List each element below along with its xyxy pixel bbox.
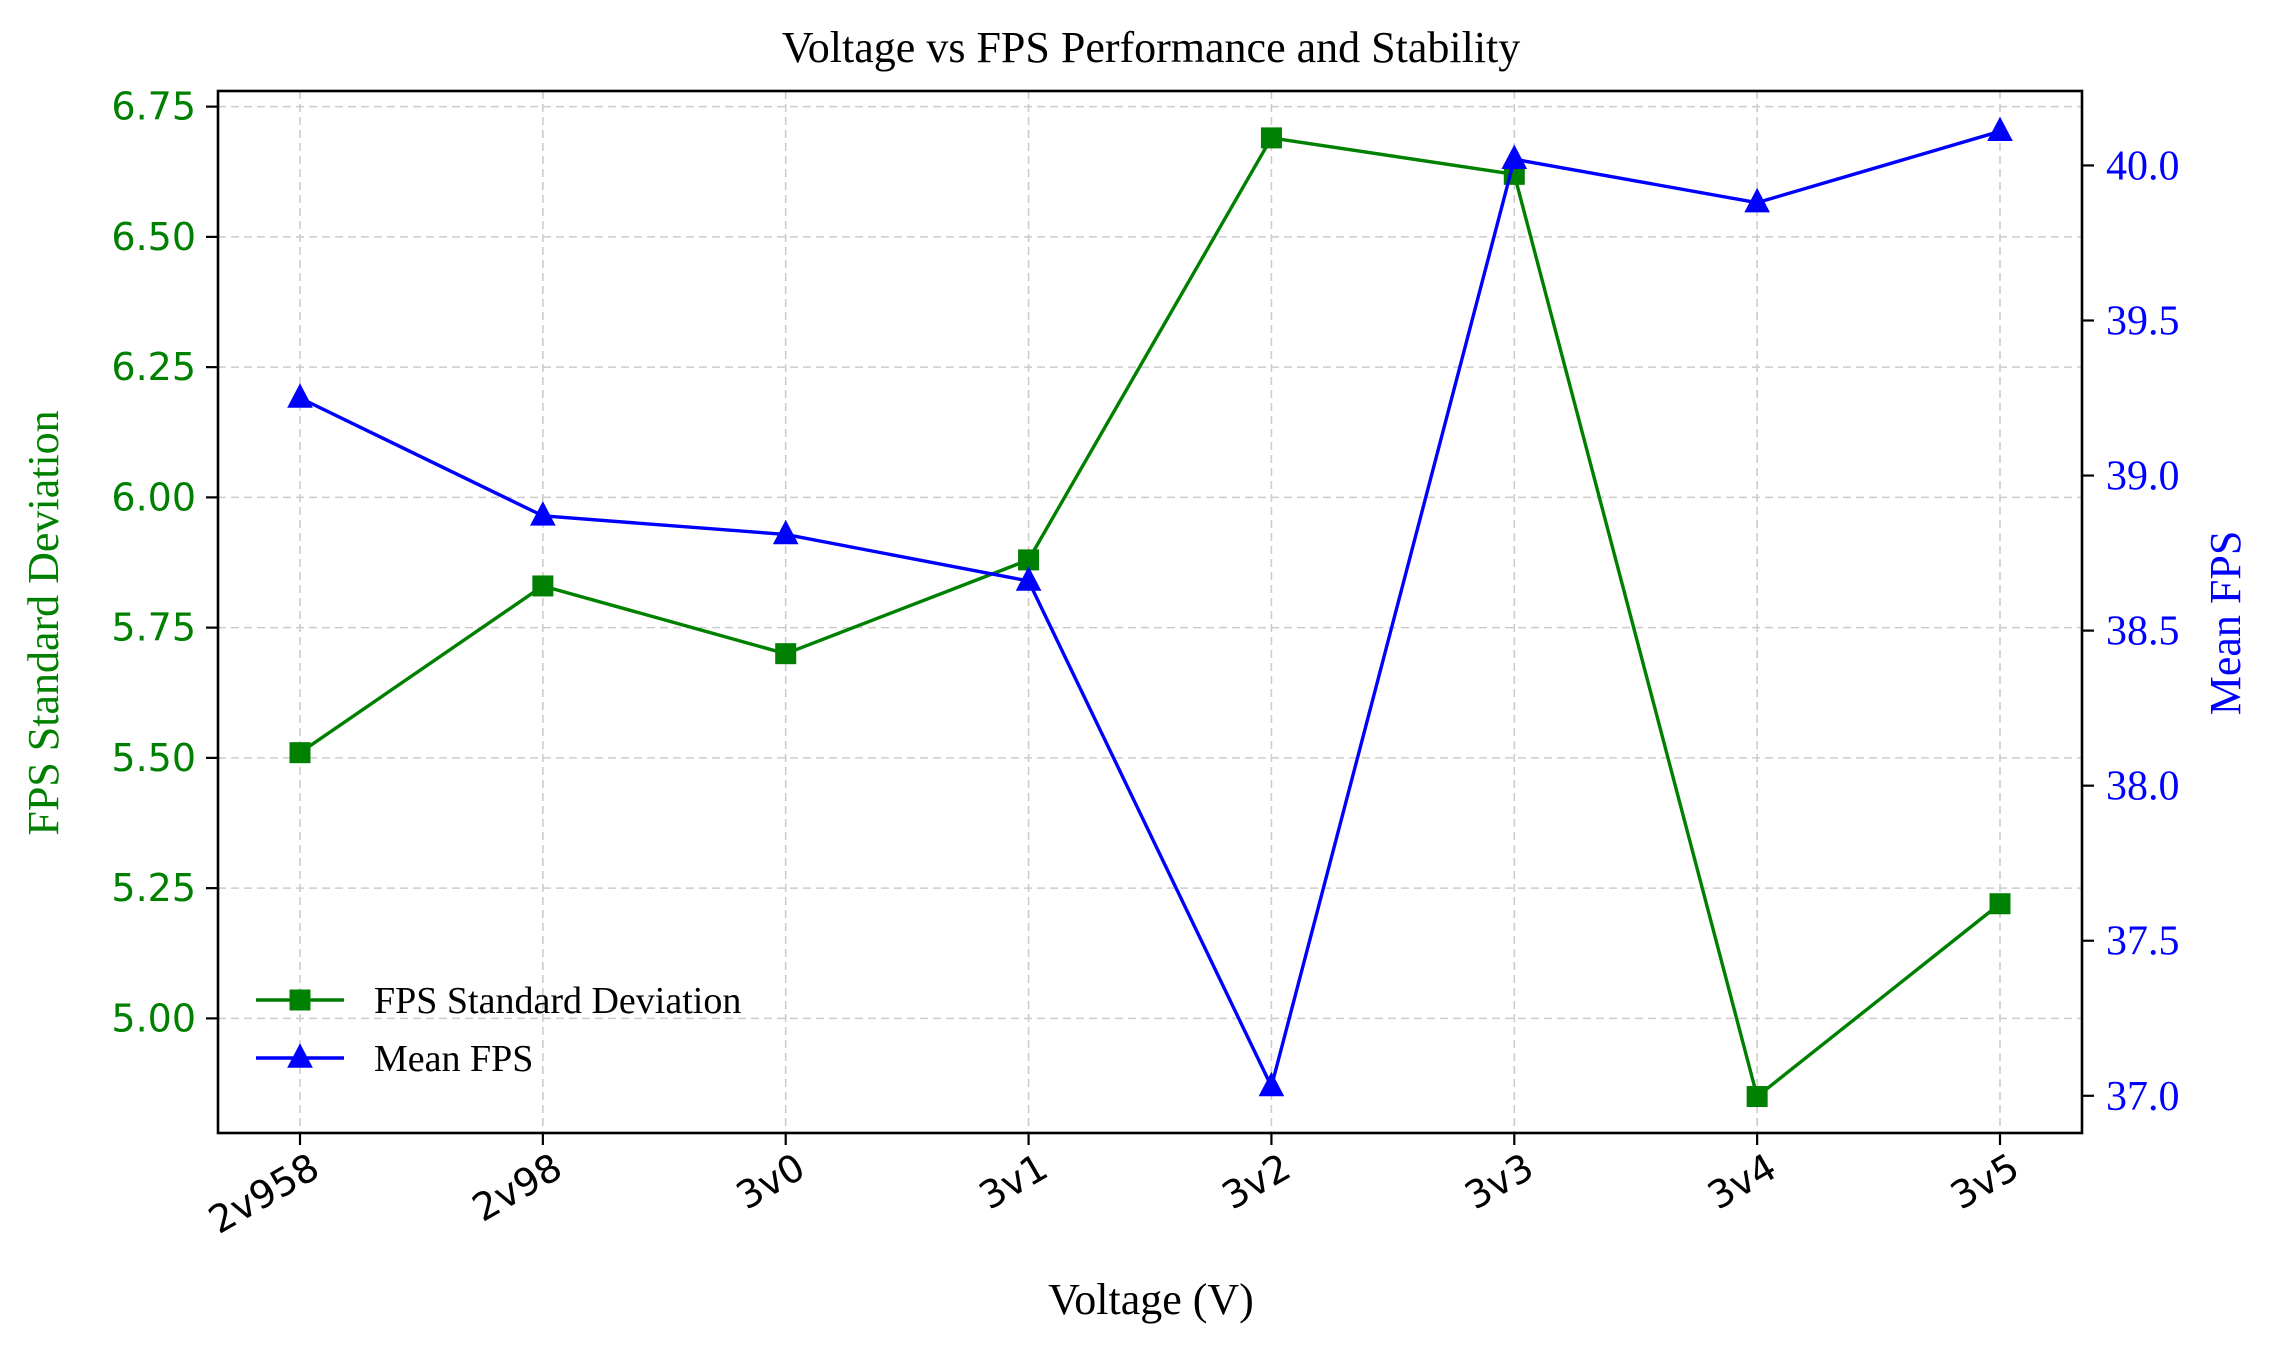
std-dev-line bbox=[299, 136, 2002, 1099]
x-tick-label: 3v4 bbox=[1700, 1145, 1783, 1219]
right-y-tick-label: 39.0 bbox=[2106, 454, 2180, 500]
std-dev-point bbox=[1989, 893, 2011, 915]
mean-fps-point bbox=[1744, 187, 1770, 213]
right-y-tick-label: 38.5 bbox=[2106, 609, 2180, 655]
x-tick-label: 3v1 bbox=[972, 1145, 1055, 1219]
right-axis-label: Mean FPS bbox=[2201, 531, 2250, 716]
left-y-tick-label: 5.00 bbox=[111, 996, 196, 1040]
grid-lines bbox=[218, 91, 2082, 1133]
series-group bbox=[287, 116, 2013, 1108]
legend-label: Mean FPS bbox=[374, 1038, 533, 1080]
mean-fps-point bbox=[287, 383, 313, 408]
left-y-tick-label: 6.25 bbox=[111, 345, 196, 389]
std-dev-point bbox=[289, 742, 311, 764]
x-tick-label: 2v98 bbox=[465, 1145, 569, 1231]
left-y-tick-label: 5.75 bbox=[111, 606, 196, 650]
chart-title: Voltage vs FPS Performance and Stability bbox=[782, 23, 1521, 72]
x-axis-label: Voltage (V) bbox=[1048, 1275, 1254, 1324]
legend-marker bbox=[289, 989, 311, 1011]
legend: FPS Standard Deviation Mean FPS bbox=[256, 980, 741, 1080]
left-y-tick-label: 6.50 bbox=[111, 215, 196, 259]
left-y-tick-label: 6.00 bbox=[111, 475, 196, 519]
std-dev-point bbox=[532, 575, 554, 597]
left-y-tick-label: 5.50 bbox=[111, 736, 196, 780]
series-std-dev bbox=[289, 127, 2011, 1108]
right-y-tick-label: 40.0 bbox=[2106, 143, 2180, 189]
mean-fps-point bbox=[1501, 144, 1528, 169]
std-dev-point bbox=[775, 643, 797, 665]
right-y-tick-label: 37.0 bbox=[2106, 1074, 2180, 1120]
x-tick-label: 3v2 bbox=[1215, 1145, 1298, 1219]
left-axis-label: FPS Standard Deviation bbox=[19, 410, 68, 835]
mean-fps-line bbox=[299, 129, 2001, 1089]
right-y-tick-label: 39.5 bbox=[2106, 298, 2180, 344]
series-mean-fps bbox=[287, 116, 2013, 1097]
legend-marker bbox=[287, 1043, 313, 1068]
x-tick-label: 3v0 bbox=[729, 1145, 812, 1219]
mean-fps-point bbox=[1015, 566, 1042, 591]
legend-label: FPS Standard Deviation bbox=[374, 980, 741, 1022]
right-y-tick-label: 37.5 bbox=[2106, 919, 2180, 965]
mean-fps-point bbox=[530, 501, 556, 526]
x-tick-label: 2v958 bbox=[201, 1145, 326, 1243]
std-dev-point bbox=[1260, 127, 1282, 149]
plot-frame bbox=[216, 89, 2084, 1135]
left-y-tick-label: 5.25 bbox=[111, 866, 196, 910]
std-dev-point bbox=[1746, 1086, 1768, 1108]
right-y-tick-label: 38.0 bbox=[2106, 764, 2180, 810]
left-y-tick-label: 6.75 bbox=[111, 85, 196, 129]
mean-fps-point bbox=[1987, 116, 2013, 142]
mean-fps-point bbox=[772, 519, 799, 545]
mean-fps-point bbox=[1258, 1071, 1285, 1097]
x-tick-label: 3v3 bbox=[1457, 1145, 1540, 1219]
x-tick-label: 3v5 bbox=[1943, 1145, 2026, 1219]
